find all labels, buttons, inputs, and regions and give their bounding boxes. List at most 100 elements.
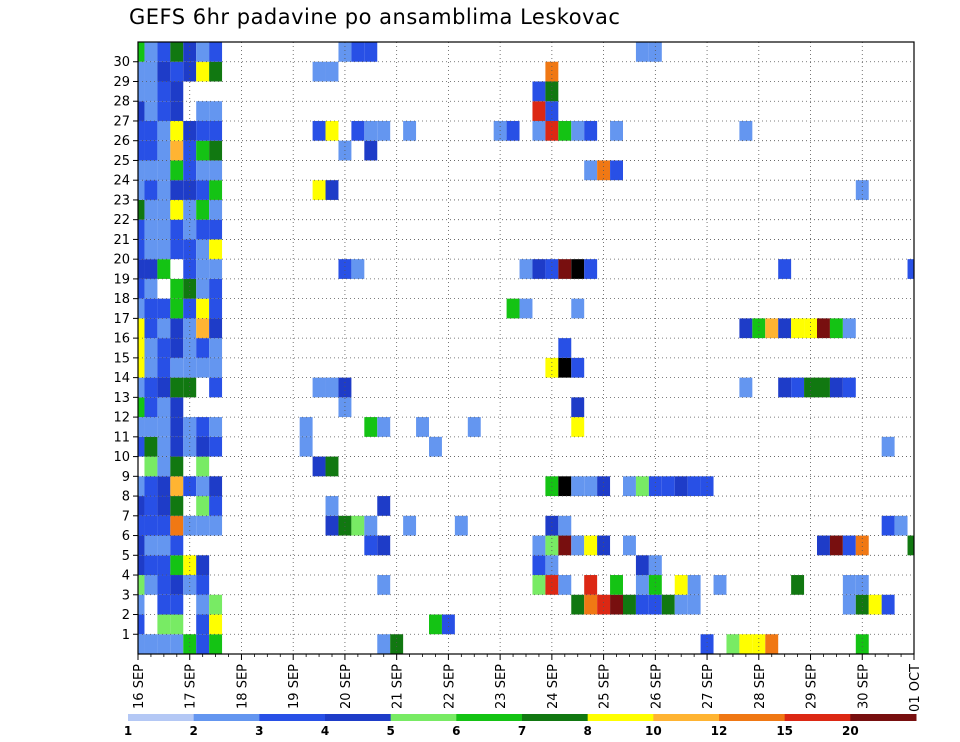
heatmap-cell bbox=[635, 594, 649, 615]
heatmap-cell bbox=[364, 535, 378, 556]
heatmap-cell bbox=[209, 515, 223, 536]
heatmap-cell bbox=[817, 318, 830, 339]
y-tick-label: 30 bbox=[113, 55, 130, 70]
x-tick-label: 24 SEP bbox=[546, 664, 561, 709]
heatmap-cell bbox=[196, 436, 210, 457]
heatmap-cell bbox=[739, 120, 753, 141]
x-tick-label: 29 SEP bbox=[805, 664, 820, 709]
y-tick-label: 27 bbox=[113, 114, 130, 129]
heatmap-cell bbox=[183, 575, 197, 595]
heatmap-cell bbox=[157, 555, 171, 576]
heatmap-cell bbox=[338, 42, 352, 62]
heatmap-cell bbox=[138, 42, 145, 62]
heatmap-cell bbox=[157, 140, 171, 161]
x-tick-label: 21 SEP bbox=[391, 664, 406, 709]
y-tick-label: 4 bbox=[122, 569, 130, 584]
heatmap-cell bbox=[209, 42, 223, 62]
heatmap-cell bbox=[299, 417, 313, 437]
heatmap-cell bbox=[183, 219, 197, 240]
heatmap-cell bbox=[183, 338, 197, 358]
heatmap-cell bbox=[170, 535, 184, 556]
heatmap-cell bbox=[752, 318, 766, 339]
heatmap-cell bbox=[170, 436, 184, 457]
y-tick-label: 6 bbox=[122, 529, 130, 544]
heatmap-cell bbox=[138, 436, 145, 457]
heatmap-cell bbox=[687, 575, 701, 595]
heatmap-cell bbox=[441, 614, 455, 635]
colorbar-swatch bbox=[259, 714, 326, 721]
heatmap-cell bbox=[338, 259, 352, 279]
heatmap-cell bbox=[170, 515, 184, 536]
heatmap-cell bbox=[739, 377, 753, 398]
heatmap-cell bbox=[138, 634, 145, 654]
heatmap-cell bbox=[144, 436, 158, 457]
heatmap-cell bbox=[144, 634, 158, 654]
heatmap-cell bbox=[467, 417, 481, 437]
heatmap-cell bbox=[144, 357, 158, 378]
heatmap-cell bbox=[571, 397, 585, 418]
heatmap-cell bbox=[648, 42, 662, 62]
heatmap-cell bbox=[157, 357, 171, 378]
heatmap-cell bbox=[209, 377, 223, 398]
heatmap-cell bbox=[144, 417, 158, 437]
heatmap-cell bbox=[739, 634, 753, 654]
heatmap-cell bbox=[532, 575, 546, 595]
heatmap-cell bbox=[196, 219, 210, 240]
heatmap-cell bbox=[325, 120, 339, 141]
colorbar-swatch bbox=[390, 714, 457, 721]
heatmap-cell bbox=[377, 575, 391, 595]
y-tick-label: 3 bbox=[122, 588, 130, 603]
heatmap-cell bbox=[209, 496, 223, 516]
heatmap-cell bbox=[545, 535, 559, 556]
heatmap-cell bbox=[312, 180, 326, 200]
heatmap-cell bbox=[209, 259, 223, 279]
heatmap-cell bbox=[364, 120, 378, 141]
heatmap-cell bbox=[584, 120, 598, 141]
y-tick-label: 7 bbox=[122, 509, 130, 524]
heatmap-cell bbox=[170, 180, 184, 200]
heatmap-cell bbox=[170, 594, 184, 615]
colorbar-label: 10 bbox=[645, 724, 662, 738]
heatmap-cell bbox=[558, 338, 572, 358]
colorbar-swatch bbox=[653, 714, 720, 721]
heatmap-cell bbox=[855, 634, 869, 654]
heatmap-cell bbox=[648, 575, 662, 595]
heatmap-cell bbox=[377, 496, 391, 516]
heatmap-cell bbox=[138, 278, 145, 299]
x-tick-label: 19 SEP bbox=[287, 664, 302, 709]
x-tick-label: 30 SEP bbox=[856, 664, 871, 709]
heatmap-cell bbox=[138, 476, 145, 497]
x-tick-label: 01 OCT bbox=[908, 664, 923, 712]
heatmap-cell bbox=[648, 555, 662, 576]
colorbar-label: 1 bbox=[124, 724, 132, 738]
heatmap-cell bbox=[907, 535, 914, 556]
y-tick-label: 9 bbox=[122, 470, 130, 485]
heatmap-cell bbox=[804, 377, 817, 398]
heatmap-cell bbox=[571, 476, 585, 497]
heatmap-cell bbox=[661, 594, 675, 615]
heatmap-cell bbox=[144, 338, 158, 358]
heatmap-cell bbox=[144, 397, 158, 418]
heatmap-cell bbox=[138, 298, 145, 319]
heatmap-cell bbox=[610, 575, 623, 595]
heatmap-cell bbox=[209, 476, 223, 497]
heatmap-cell bbox=[209, 594, 223, 615]
heatmap-cell bbox=[138, 199, 145, 220]
colorbar-swatch bbox=[325, 714, 392, 721]
heatmap-cell bbox=[157, 239, 171, 260]
heatmap-cell bbox=[138, 377, 145, 398]
heatmap-cell bbox=[183, 555, 197, 576]
heatmap-cell bbox=[804, 318, 817, 339]
heatmap-cell bbox=[700, 634, 714, 654]
heatmap-cell bbox=[791, 318, 805, 339]
colorbar-label: 20 bbox=[842, 724, 859, 738]
heatmap-cell bbox=[209, 357, 223, 378]
heatmap-cell bbox=[144, 239, 158, 260]
heatmap-cell bbox=[881, 436, 895, 457]
heatmap-cell bbox=[209, 417, 223, 437]
heatmap-cell bbox=[416, 417, 429, 437]
heatmap-cell bbox=[351, 515, 365, 536]
heatmap-cell bbox=[558, 476, 572, 497]
heatmap-cell bbox=[584, 160, 598, 181]
heatmap-cell bbox=[519, 259, 533, 279]
